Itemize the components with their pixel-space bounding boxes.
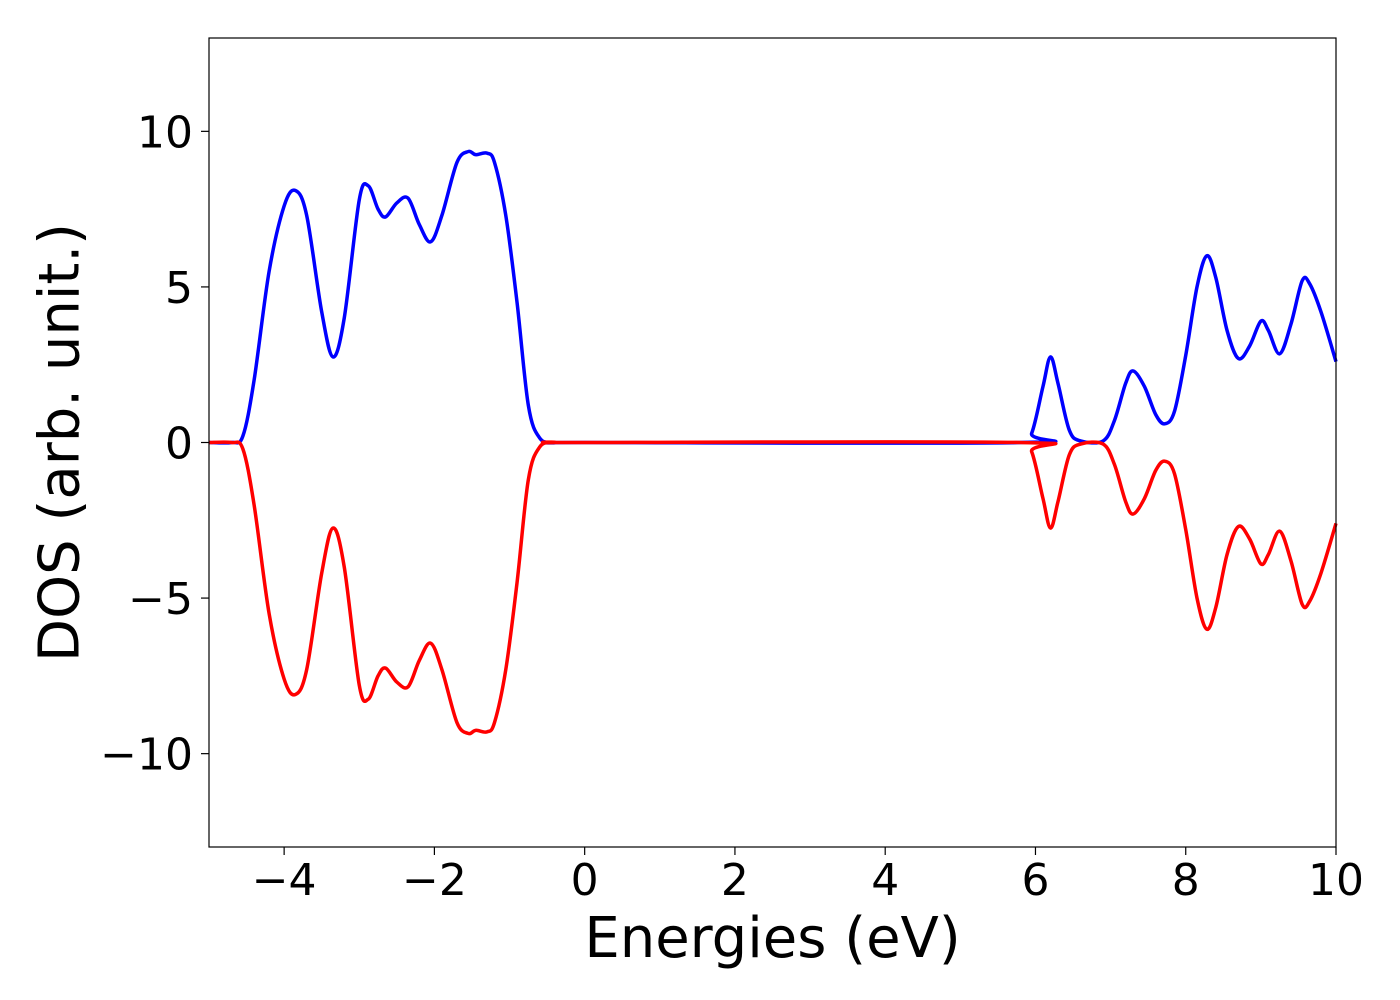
x-tick-label: −2: [402, 855, 467, 906]
ticks-layer: −4 −2 0 2 4 6 8 10 10 5 0 −5 −10: [100, 107, 1364, 906]
x-tick-label: 4: [871, 855, 899, 906]
x-tick-label: 8: [1172, 855, 1200, 906]
y-tick-label: 10: [137, 107, 193, 158]
x-tick-label: 10: [1308, 855, 1364, 906]
y-tick-label: 0: [165, 419, 193, 470]
y-axis-label: DOS (arb. unit.): [28, 223, 93, 662]
dos-line-red: [208, 440, 1338, 736]
x-tick-label: 6: [1021, 855, 1049, 906]
dos-line-blue: [208, 149, 1338, 445]
y-tick-label: 5: [165, 263, 193, 314]
x-tick-label: 0: [571, 855, 599, 906]
y-tick-label: −10: [100, 730, 193, 781]
x-tick-label: 2: [721, 855, 749, 906]
y-tick-label: −5: [128, 574, 193, 625]
x-tick-label: −4: [252, 855, 317, 906]
x-axis-label: Energies (eV): [584, 906, 960, 971]
series-layer: [208, 149, 1338, 736]
plot-frame: [208, 37, 1337, 848]
